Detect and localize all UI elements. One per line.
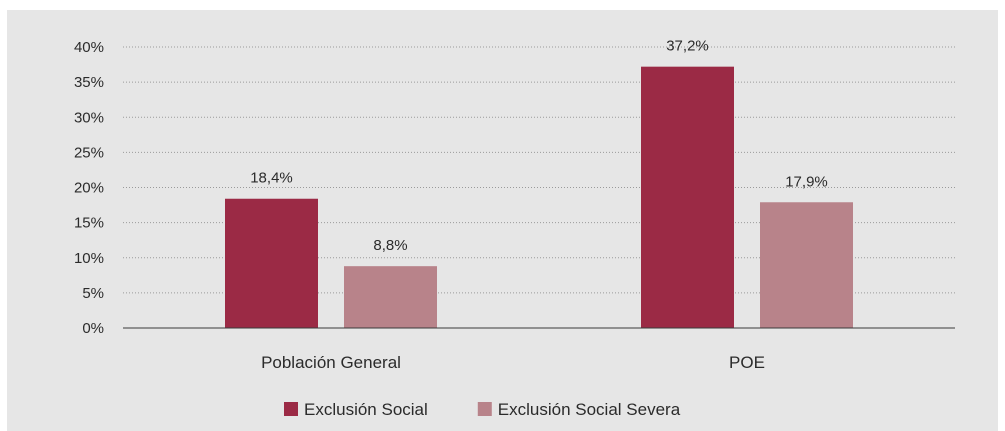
legend-swatch (284, 402, 298, 416)
data-label: 8,8% (373, 237, 407, 254)
bars (225, 66, 853, 329)
bar (760, 202, 853, 328)
bar (344, 266, 437, 328)
y-tick-label: 15% (74, 215, 104, 232)
legend: Exclusión Social Exclusión Social Severa (284, 400, 681, 419)
x-category-label: POE (729, 353, 765, 372)
bar (225, 198, 318, 328)
bar (641, 66, 734, 329)
legend-label: Exclusión Social Severa (498, 400, 681, 419)
legend-swatch (477, 402, 492, 416)
y-tick-label: 0% (82, 320, 104, 337)
data-label: 17,9% (785, 173, 828, 190)
data-labels: 18,4% 8,8% 37,2% 17,9% (250, 38, 828, 255)
bar-chart: 0% 5% 10% 15% 20% 25% 30% 35% 40% 18,4% 8,8% 37,2%… (74, 38, 955, 419)
y-tick-label: 35% (74, 74, 104, 91)
y-axis-ticks: 0% 5% 10% 15% 20% 25% 30% 35% 40% (74, 39, 104, 337)
y-tick-label: 25% (74, 144, 104, 161)
legend-label: Exclusión Social (304, 400, 428, 419)
y-tick-label: 20% (74, 180, 104, 197)
chart-panel: 0% 5% 10% 15% 20% 25% 30% 35% 40% 18,4% 8,8% 37,2%… (7, 10, 998, 431)
y-tick-label: 40% (74, 39, 104, 56)
y-tick-label: 5% (82, 285, 104, 302)
x-category-label: Población General (261, 353, 401, 372)
y-tick-label: 30% (74, 109, 104, 126)
category-labels: Población General POE (261, 353, 765, 372)
data-label: 18,4% (250, 170, 293, 187)
data-label: 37,2% (666, 38, 709, 55)
y-tick-label: 10% (74, 250, 104, 267)
